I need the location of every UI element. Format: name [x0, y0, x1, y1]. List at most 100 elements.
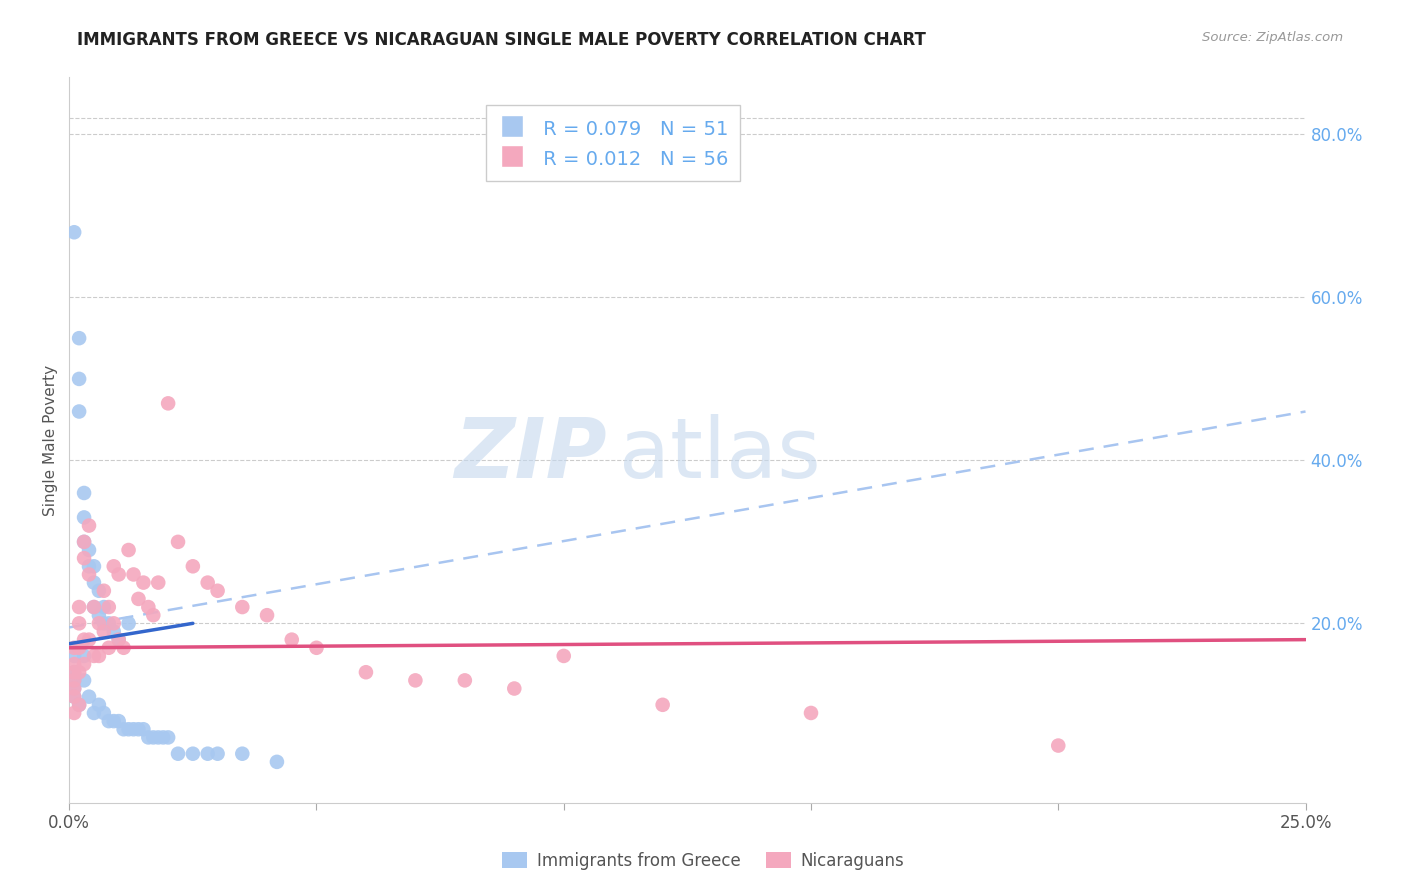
Point: [181, 559, 204, 574]
Point: [117, 543, 139, 558]
Point: [63, 225, 86, 239]
Point: [107, 632, 129, 647]
Point: [97, 714, 120, 728]
Legend:  R = 0.079   N = 51,  R = 0.012   N = 56: R = 0.079 N = 51, R = 0.012 N = 56: [486, 105, 740, 181]
Point: [157, 731, 180, 745]
Point: [107, 632, 129, 647]
Point: [97, 600, 120, 615]
Point: [256, 608, 278, 623]
Point: [553, 648, 575, 663]
Point: [152, 731, 174, 745]
Point: [103, 624, 125, 639]
Point: [63, 706, 86, 720]
Legend: Immigrants from Greece, Nicaraguans: Immigrants from Greece, Nicaraguans: [495, 846, 911, 877]
Point: [73, 673, 96, 688]
Point: [167, 534, 190, 549]
Point: [454, 673, 477, 688]
Point: [132, 575, 155, 590]
Point: [83, 600, 105, 615]
Point: [112, 723, 135, 737]
Point: [97, 640, 120, 655]
Point: [122, 723, 145, 737]
Point: [1047, 739, 1070, 753]
Point: [103, 616, 125, 631]
Point: [77, 559, 100, 574]
Point: [73, 486, 96, 500]
Point: [77, 543, 100, 558]
Point: [207, 583, 229, 598]
Point: [103, 714, 125, 728]
Point: [127, 723, 149, 737]
Point: [63, 665, 86, 680]
Point: [157, 396, 180, 410]
Y-axis label: Single Male Poverty: Single Male Poverty: [44, 365, 58, 516]
Point: [93, 583, 115, 598]
Point: [93, 600, 115, 615]
Point: [73, 657, 96, 671]
Text: Source: ZipAtlas.com: Source: ZipAtlas.com: [1202, 31, 1343, 45]
Point: [87, 583, 110, 598]
Point: [63, 681, 86, 696]
Text: IMMIGRANTS FROM GREECE VS NICARAGUAN SINGLE MALE POVERTY CORRELATION CHART: IMMIGRANTS FROM GREECE VS NICARAGUAN SIN…: [77, 31, 927, 49]
Point: [197, 747, 219, 761]
Point: [651, 698, 673, 712]
Point: [266, 755, 288, 769]
Point: [73, 534, 96, 549]
Point: [800, 706, 823, 720]
Point: [103, 559, 125, 574]
Point: [148, 731, 170, 745]
Point: [142, 731, 165, 745]
Point: [63, 648, 86, 663]
Point: [148, 575, 170, 590]
Point: [138, 731, 160, 745]
Point: [112, 640, 135, 655]
Point: [77, 567, 100, 582]
Point: [67, 698, 90, 712]
Point: [181, 747, 204, 761]
Point: [87, 608, 110, 623]
Point: [67, 616, 90, 631]
Point: [93, 624, 115, 639]
Point: [67, 331, 90, 345]
Point: [87, 616, 110, 631]
Point: [63, 673, 86, 688]
Point: [67, 600, 90, 615]
Point: [87, 648, 110, 663]
Point: [63, 657, 86, 671]
Point: [107, 567, 129, 582]
Point: [67, 665, 90, 680]
Point: [67, 698, 90, 712]
Point: [83, 706, 105, 720]
Point: [67, 404, 90, 418]
Text: ZIP: ZIP: [454, 414, 607, 495]
Point: [117, 723, 139, 737]
Point: [73, 648, 96, 663]
Point: [197, 575, 219, 590]
Point: [83, 575, 105, 590]
Point: [354, 665, 377, 680]
Point: [73, 551, 96, 566]
Point: [73, 510, 96, 524]
Point: [77, 690, 100, 704]
Point: [83, 648, 105, 663]
Point: [281, 632, 304, 647]
Point: [167, 747, 190, 761]
Point: [63, 681, 86, 696]
Point: [404, 673, 426, 688]
Point: [107, 714, 129, 728]
Point: [77, 632, 100, 647]
Point: [83, 559, 105, 574]
Point: [132, 723, 155, 737]
Point: [73, 534, 96, 549]
Point: [63, 673, 86, 688]
Point: [231, 747, 253, 761]
Point: [77, 518, 100, 533]
Text: atlas: atlas: [620, 414, 821, 495]
Point: [93, 616, 115, 631]
Point: [127, 591, 149, 606]
Point: [67, 640, 90, 655]
Point: [63, 640, 86, 655]
Point: [67, 372, 90, 386]
Point: [73, 632, 96, 647]
Point: [97, 616, 120, 631]
